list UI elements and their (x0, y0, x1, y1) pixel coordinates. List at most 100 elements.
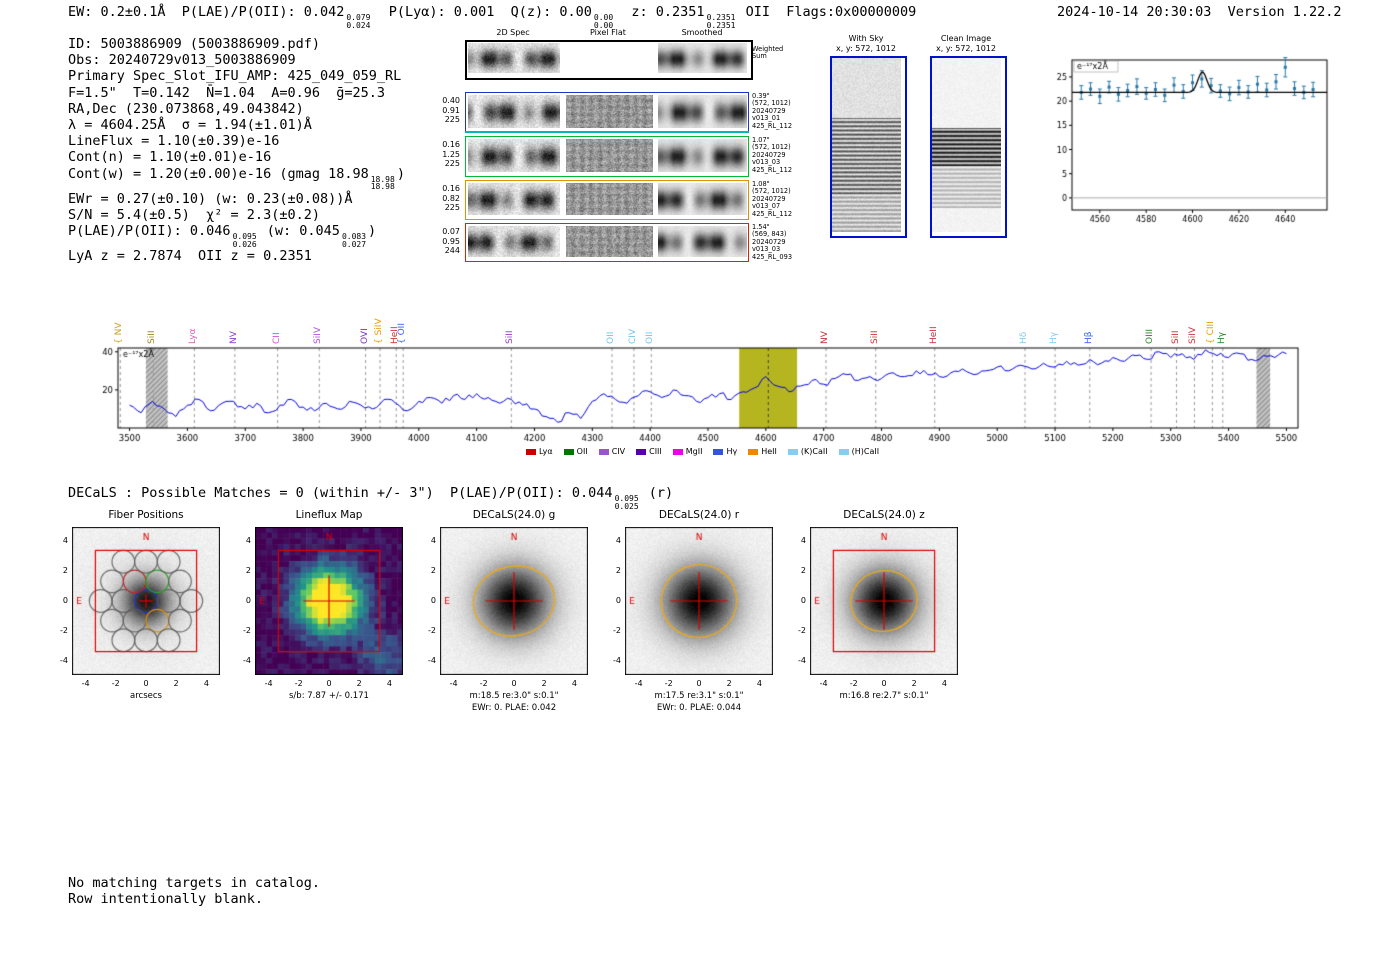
info-line: Cont(w) = 1.20(±0.00)e-16 (gmag 18.98 18.… (68, 165, 405, 192)
cutout-pixelflat-image (566, 183, 653, 215)
panel-ytick-label: -2 (428, 626, 436, 636)
panel-ytick-label: 0 (615, 596, 621, 605)
cutout-2dspec-image (468, 95, 560, 128)
clean-image-title: Clean Image (940, 34, 992, 43)
uncertainty-stack: 0.095 0.026 (232, 232, 257, 249)
panel-ytick-label: 2 (430, 565, 436, 575)
decals-g-caption1: m:18.5 re:3.0" s:0.1" (469, 691, 559, 701)
panel-ytick-label: -2 (60, 626, 68, 636)
panel-ytick-label: 0 (430, 596, 436, 605)
decals-g-cutout (440, 527, 588, 675)
decals-r-caption2: EWr: 0. PLAE: 0.044 (656, 703, 742, 713)
weighted-smoothed-image (658, 43, 747, 73)
lineflux-map-plot (255, 527, 403, 675)
cutout-row-box (465, 180, 749, 220)
cutout-pixelflat-image (566, 139, 653, 172)
legend-swatch-icon (525, 448, 536, 455)
panel-xtick-label: 2 (726, 679, 732, 688)
cutout-row-annotation: 1.54" (569, 843) 20240729 v013_03 425_RL… (752, 223, 793, 261)
legend-item: CIV (598, 447, 626, 456)
with-sky-title: With Sky (848, 34, 884, 43)
legend-item: Hγ (713, 447, 737, 456)
legend-label: CIV (611, 447, 626, 456)
legend-swatch-icon (713, 448, 724, 455)
info-line: P(LAE)/P(OII): 0.046 0.095 0.026 (w: 0.045… (68, 223, 377, 249)
legend-swatch-icon (672, 448, 683, 455)
decals-r-cutout (625, 527, 773, 675)
col-title-pixelflat: Pixel Flat (590, 28, 626, 37)
decals-z-caption1: m:16.8 re:2.7" s:0.1" (839, 691, 929, 701)
panel-ytick-label: -2 (613, 626, 621, 636)
decals-g-caption2: EWr: 0. PLAE: 0.042 (471, 703, 557, 713)
cutout-pixelflat-image (566, 226, 653, 257)
legend-swatch-icon (748, 448, 759, 455)
legend-label: Lyα (538, 447, 553, 456)
legend-label: OII (576, 447, 588, 456)
weighted-sum-label: Weighted Sum (752, 45, 784, 61)
panel-ytick-label: 4 (615, 535, 621, 545)
cutout-smoothed-image (658, 226, 747, 257)
panel-ytick-label: -2 (798, 626, 806, 636)
cutout-pixelflat-image (566, 95, 653, 128)
panel-ytick-label: 2 (62, 565, 68, 575)
panel-xtick-label: 0 (881, 679, 887, 688)
panel-title-fiber: Fiber Positions (108, 509, 184, 521)
detection-info-block: ID: 5003886909 (5003886909.pdf) Obs: 2024… (68, 36, 405, 264)
footer-line: No matching targets in catalog. (68, 875, 320, 891)
footer-line: Row intentionally blank. (68, 891, 264, 908)
decals-r-caption1: m:17.5 re:3.1" s:0.1" (654, 691, 744, 701)
cutout-row-weights: 0.40 0.91 225 (442, 96, 460, 124)
legend-swatch-icon (787, 448, 798, 455)
panel-ytick-label: 4 (800, 535, 806, 545)
cutout-2dspec-image (468, 226, 560, 257)
uncertainty-stack: 0.095 0.025 (614, 494, 639, 511)
with-sky-coords: x, y: 572, 1012 (836, 44, 896, 53)
panel-xtick-label: 4 (941, 679, 947, 688)
summary-header: EW: 0.2±0.1Å P(LAE)/P(OII): 0.042 0.079 0.… (68, 4, 917, 30)
legend-item: Lyα (525, 447, 553, 456)
info-line: LineFlux = 1.10(±0.39)e-16 (68, 133, 280, 150)
panel-ytick-label: -4 (243, 656, 251, 666)
cutout-row-weights: 0.16 1.25 225 (442, 140, 460, 168)
panel-ytick-label: -4 (60, 656, 68, 666)
weighted-2dspec-image (468, 43, 560, 73)
info-line: ID: 5003886909 (5003886909.pdf) (68, 36, 320, 52)
cutout-smoothed-image (658, 95, 747, 128)
panel-ytick-label: 4 (62, 535, 68, 545)
panel-ytick-label: 2 (245, 565, 251, 575)
panel-xtick-label: 4 (203, 679, 209, 688)
info-line: Primary Spec_Slot_IFU_AMP: 425_049_059_R… (68, 68, 402, 85)
legend-swatch-icon (636, 448, 647, 455)
decals-match-summary: DECaLS : Possible Matches = 0 (within +/… (68, 485, 674, 511)
panel-ytick-label: -4 (613, 656, 621, 666)
legend-item: (H)CaII (838, 447, 879, 456)
uncertainty-stack: 0.083 0.027 (341, 232, 367, 249)
panel-xtick-label: 0 (143, 679, 149, 688)
panel-xtick-label: 0 (326, 679, 332, 688)
panel-xtick-label: 2 (541, 679, 547, 688)
legend-label: CIII (649, 447, 662, 456)
cutout-row-box (465, 136, 749, 177)
panel-xtick-label: 4 (386, 679, 392, 688)
legend-label: HeII (761, 447, 777, 456)
info-line: Obs: 20240729v013_5003886909 (68, 52, 296, 69)
legend-item: HeII (748, 447, 777, 456)
legend-swatch-icon (598, 448, 609, 455)
info-line: LyA z = 2.7874 OII z = 0.2351 (68, 248, 312, 265)
panel-xtick-label: -2 (479, 679, 488, 688)
cutout-row-weights: 0.16 0.82 225 (442, 184, 460, 212)
uncertainty-stack: 0.079 0.024 (346, 13, 371, 30)
legend-label: (K)CaII (800, 447, 828, 456)
cutout-row-annotation: 0.39" (572, 1012) 20240729 v013_01 425_R… (752, 92, 793, 130)
col-title-2dspec: 2D Spec (496, 28, 530, 37)
panel-ytick-label: -4 (428, 656, 436, 666)
decals-z-cutout (810, 527, 958, 675)
panel-ytick-label: 4 (430, 535, 436, 545)
panel-ytick-label: 2 (800, 565, 806, 575)
legend-swatch-icon (838, 448, 849, 455)
fiber-positions-plot (72, 527, 220, 675)
panel-xtick-label: 0 (696, 679, 702, 688)
line-fit-chart (1040, 50, 1335, 232)
cutout-smoothed-image (658, 139, 747, 172)
cutout-smoothed-image (658, 183, 747, 215)
